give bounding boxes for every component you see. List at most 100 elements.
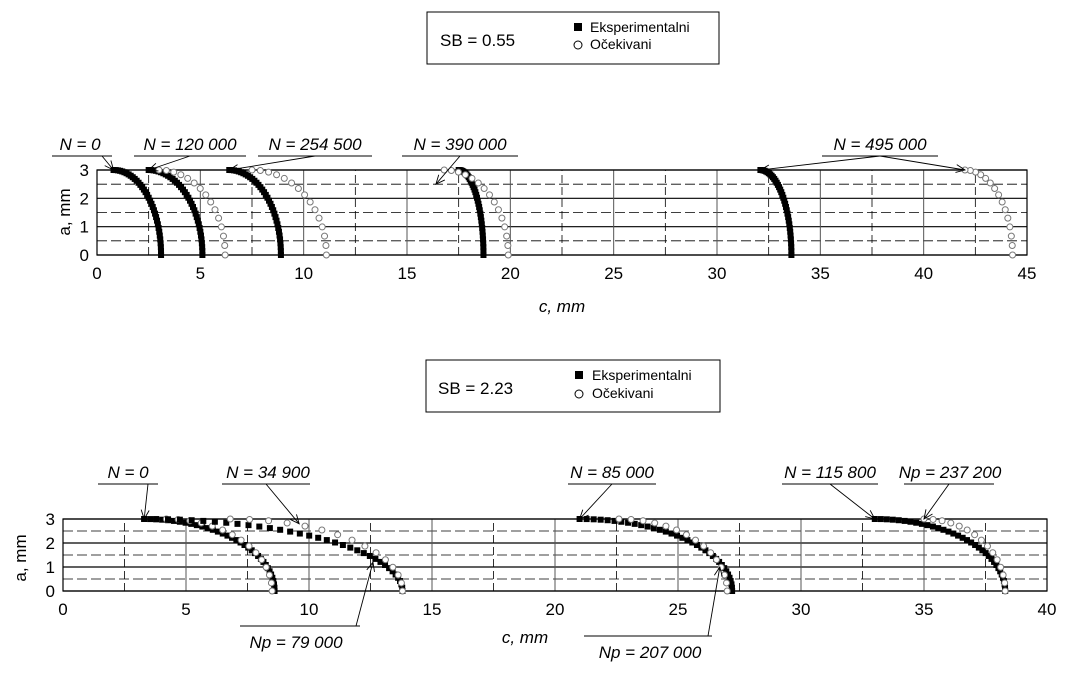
experimental-point	[199, 248, 206, 255]
expected-point	[273, 171, 281, 179]
experimental-point	[171, 517, 178, 524]
expected-point	[246, 515, 254, 523]
experimental-point	[918, 520, 925, 527]
expected-point	[1001, 206, 1009, 214]
experimental-point	[204, 525, 211, 532]
experimental-point	[188, 200, 195, 207]
experimental-point	[786, 224, 793, 231]
experimental-point	[679, 534, 686, 541]
experimental-point	[727, 578, 734, 585]
y-tick-label: 0	[46, 582, 55, 601]
experimental-point	[274, 221, 281, 228]
expected-point	[318, 526, 326, 534]
expected-point	[361, 542, 369, 550]
expected-point	[196, 185, 204, 193]
expected-point	[468, 174, 476, 182]
expected-point	[991, 185, 999, 193]
experimental-point	[339, 542, 346, 549]
x-tick-label: 5	[196, 264, 205, 283]
experimental-point	[176, 516, 183, 523]
expected-point	[265, 571, 273, 579]
experimental-point	[277, 252, 284, 258]
experimental-point	[783, 207, 790, 214]
expected-point	[490, 198, 498, 206]
experimental-point	[963, 537, 970, 544]
annotation-label: Np = 237 200	[899, 463, 1002, 482]
experimental-point	[991, 558, 998, 565]
annotations-bottom: N = 0 N = 34 900 N = 85 000 N = 115 800 Np =…	[98, 463, 1002, 662]
experimental-point	[273, 217, 280, 224]
annotation-arrowhead	[435, 174, 446, 186]
annotation-arrow	[355, 562, 374, 627]
experimental-point	[199, 244, 206, 251]
expected-point	[474, 179, 482, 187]
annotation-label: N = 0	[107, 463, 149, 482]
experimental-point	[248, 547, 255, 554]
expected-point	[202, 191, 210, 199]
expected-point	[184, 174, 192, 182]
expected-point	[929, 515, 937, 523]
experimental-point	[158, 252, 165, 258]
x-tick-label: 45	[1018, 264, 1037, 283]
experimental-point	[924, 522, 931, 529]
annotation-arrowhead	[578, 509, 589, 520]
annotation-label: N = 85 000	[570, 463, 654, 482]
experimental-point	[234, 520, 241, 527]
experimental-point	[784, 210, 791, 217]
x-tick-label: 35	[811, 264, 830, 283]
plot-frame	[62, 518, 1048, 592]
experimental-point	[241, 542, 248, 549]
expected-point	[221, 251, 229, 259]
expected-point	[268, 587, 276, 595]
expected-point	[498, 214, 506, 222]
experimental-point	[214, 528, 221, 535]
experimental-point	[787, 236, 794, 243]
experimental-point	[935, 525, 942, 532]
experimental-point	[224, 532, 231, 539]
annotation-label: N = 0	[59, 135, 101, 154]
expected-point	[288, 179, 296, 187]
expected-point	[504, 241, 512, 249]
experimental-point	[159, 516, 166, 523]
expected-point	[480, 185, 488, 193]
experimental-point	[266, 568, 273, 575]
expected-point	[998, 198, 1006, 206]
experimental-point	[275, 228, 282, 235]
expected-point	[997, 563, 1005, 571]
experimental-point	[959, 534, 966, 541]
experimental-point	[788, 248, 795, 255]
x-tick-label: 15	[398, 264, 417, 283]
annotation-arrow	[143, 483, 149, 520]
experimental-point	[271, 584, 278, 591]
expected-point	[162, 167, 170, 175]
x-tick-label: 15	[423, 600, 442, 619]
experimental-point	[152, 210, 159, 217]
experimental-point	[889, 516, 896, 523]
expected-point	[963, 526, 971, 534]
expected-point	[301, 191, 309, 199]
annotation-arrow	[435, 155, 461, 185]
experimental-point	[788, 252, 795, 258]
experimental-point	[476, 207, 483, 214]
expected-point	[283, 519, 291, 527]
experimental-point	[199, 252, 206, 258]
legend-entry-expected-bottom: Očekivani	[592, 385, 653, 401]
experimental-point	[271, 210, 278, 217]
expected-point	[447, 167, 455, 175]
experimental-point	[219, 530, 226, 537]
experimental-point	[266, 525, 273, 532]
experimental-point	[194, 217, 201, 224]
experimental-point	[950, 530, 957, 537]
annotation-label: N = 34 900	[226, 463, 310, 482]
expected-point	[311, 206, 319, 214]
x-tick-label: 25	[604, 264, 623, 283]
experimental-point	[475, 200, 482, 207]
x-tick-label: 10	[300, 600, 319, 619]
experimental-point	[479, 228, 486, 235]
y-axis-label-top: a, mm	[55, 188, 74, 235]
expected-point	[682, 531, 690, 539]
expected-point	[219, 526, 227, 534]
legend-marker-expected-bottom	[574, 389, 584, 399]
expected-point	[211, 206, 219, 214]
